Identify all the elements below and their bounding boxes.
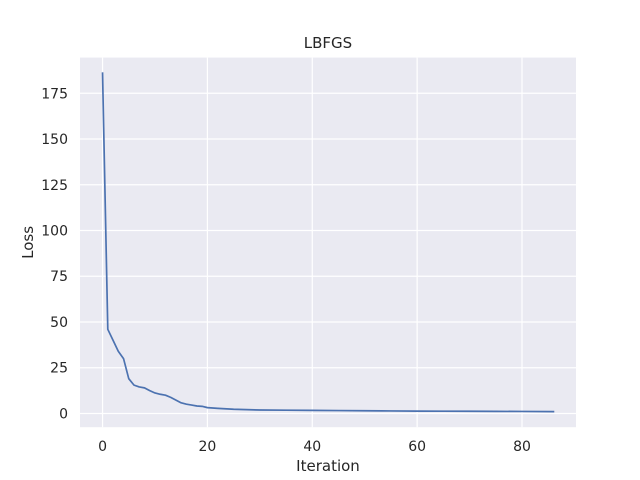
y-tick-label: 100 bbox=[41, 224, 68, 240]
y-tick-labels: 0 25 50 75 100 125 150 175 bbox=[41, 86, 68, 422]
x-tick-label: 80 bbox=[513, 439, 531, 455]
x-axis-label: Iteration bbox=[296, 457, 360, 475]
x-tick-label: 20 bbox=[198, 439, 216, 455]
x-tick-label: 40 bbox=[303, 439, 321, 455]
chart-title: LBFGS bbox=[304, 34, 352, 52]
y-tick-label: 175 bbox=[41, 86, 68, 102]
y-tick-label: 50 bbox=[50, 315, 68, 331]
x-tick-label: 60 bbox=[408, 439, 426, 455]
plot-background bbox=[80, 57, 576, 428]
y-tick-label: 25 bbox=[50, 361, 68, 377]
x-tick-label: 0 bbox=[98, 439, 107, 455]
series-group bbox=[101, 72, 555, 413]
y-tick-label: 0 bbox=[59, 406, 68, 422]
grid bbox=[80, 57, 576, 428]
y-tick-label: 75 bbox=[50, 269, 68, 285]
y-tick-label: 150 bbox=[41, 132, 68, 148]
y-tick-label: 125 bbox=[41, 178, 68, 194]
y-axis-label: Loss bbox=[19, 226, 37, 259]
loss-series-line bbox=[101, 72, 555, 413]
x-tick-labels: 0 20 40 60 80 bbox=[98, 439, 531, 455]
